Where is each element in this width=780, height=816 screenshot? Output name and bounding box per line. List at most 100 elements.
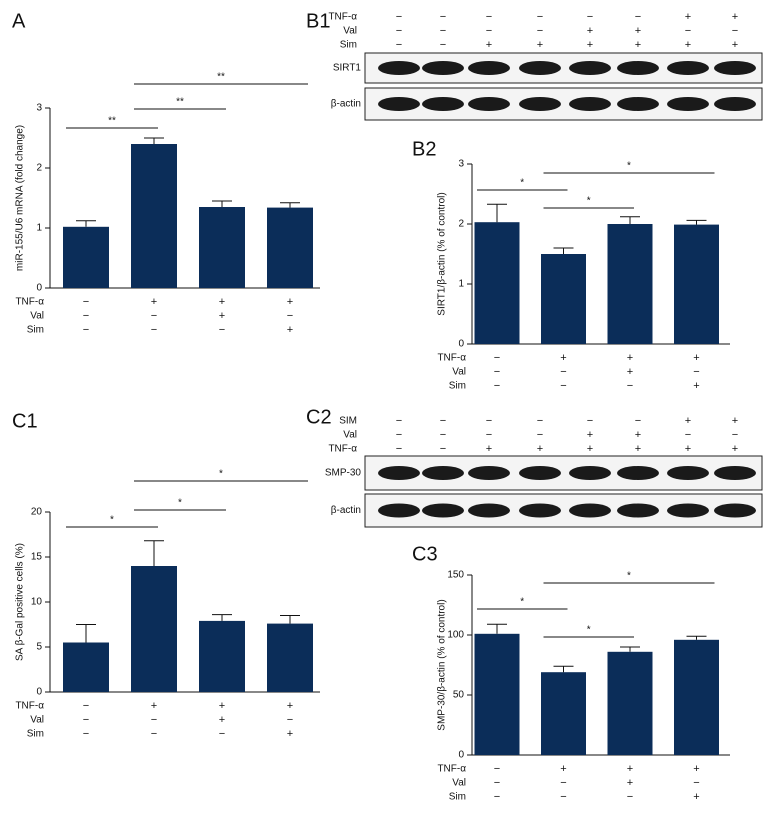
condition-name: Val (452, 367, 466, 378)
error-bar (144, 540, 164, 566)
condition-sign: − (287, 714, 293, 726)
condition-sign: − (486, 11, 492, 23)
condition-sign: + (219, 310, 225, 322)
error-bar (553, 665, 574, 673)
condition-name: TNF-α (15, 297, 44, 308)
blot-band (667, 61, 709, 75)
condition-sign: + (287, 728, 293, 740)
bar (267, 623, 313, 692)
bar (131, 144, 177, 288)
condition-name: Sim (449, 381, 466, 392)
y-tick-label: 50 (453, 690, 465, 701)
condition-sign: − (83, 296, 89, 308)
blot-band (569, 503, 611, 518)
condition-sign: + (685, 443, 691, 455)
condition-sign: − (635, 11, 641, 23)
significance-label: ** (217, 72, 225, 83)
panel-label: A (12, 10, 26, 32)
condition-sign: − (560, 777, 566, 789)
condition-name: Sim (27, 729, 44, 740)
error-bar (280, 615, 300, 624)
condition-sign: − (440, 25, 446, 37)
blot-band (422, 61, 464, 75)
condition-sign: + (287, 324, 293, 336)
bar (267, 207, 313, 288)
bar (63, 642, 109, 692)
condition-sign: + (219, 700, 225, 712)
error-bar (212, 200, 232, 207)
condition-sign: + (587, 429, 593, 441)
condition-sign: − (151, 324, 157, 336)
band-label: SMP-30 (325, 468, 362, 479)
blot-band (519, 61, 561, 75)
condition-name: Val (343, 430, 357, 441)
condition-sign: + (693, 791, 699, 803)
condition-sign: − (685, 25, 691, 37)
y-tick-label: 3 (458, 159, 464, 170)
y-axis-label: SIRT1/β-actin (% of control) (437, 192, 448, 315)
error-bar (280, 202, 300, 208)
y-tick-label: 2 (36, 163, 42, 174)
condition-sign: − (560, 791, 566, 803)
error-bar (487, 203, 507, 223)
condition-sign: − (83, 728, 89, 740)
blot-band (617, 503, 659, 518)
condition-sign: − (560, 366, 566, 378)
blot-band (422, 503, 464, 518)
condition-name: Val (30, 311, 44, 322)
condition-sign: − (486, 429, 492, 441)
condition-sign: − (219, 728, 225, 740)
error-bar (686, 635, 707, 640)
condition-sign: − (494, 763, 500, 775)
bar (607, 651, 653, 755)
bar (674, 639, 719, 755)
condition-sign: + (693, 763, 699, 775)
bar (63, 226, 109, 288)
condition-sign: + (587, 25, 593, 37)
condition-sign: − (486, 415, 492, 427)
condition-sign: − (396, 39, 402, 51)
condition-sign: + (587, 39, 593, 51)
panel-label: C1 (12, 410, 38, 432)
y-tick-label: 3 (36, 103, 42, 114)
condition-name: Val (452, 778, 466, 789)
condition-sign: − (494, 791, 500, 803)
condition-sign: + (587, 443, 593, 455)
condition-sign: − (287, 310, 293, 322)
panel-label: B2 (412, 138, 436, 160)
blot-band (468, 97, 510, 111)
error-bar (487, 623, 507, 634)
panel-label: C2 (306, 406, 332, 428)
blot-band (422, 466, 464, 480)
bar (541, 672, 586, 755)
condition-sign: − (732, 429, 738, 441)
condition-sign: + (693, 380, 699, 392)
condition-sign: − (440, 429, 446, 441)
condition-sign: + (685, 415, 691, 427)
blot-band (378, 97, 420, 111)
condition-sign: − (494, 380, 500, 392)
condition-sign: + (732, 415, 738, 427)
condition-sign: − (440, 415, 446, 427)
condition-sign: + (151, 296, 157, 308)
condition-sign: − (635, 415, 641, 427)
condition-sign: − (440, 443, 446, 455)
condition-sign: − (396, 429, 402, 441)
blot-band (468, 466, 510, 480)
condition-sign: + (732, 39, 738, 51)
condition-sign: + (219, 714, 225, 726)
blot-band (617, 466, 659, 480)
y-tick-label: 2 (458, 219, 464, 230)
significance-label: * (110, 515, 114, 526)
condition-sign: + (635, 39, 641, 51)
condition-sign: + (685, 11, 691, 23)
condition-name: TNF-α (328, 444, 357, 455)
condition-sign: + (151, 700, 157, 712)
condition-sign: + (635, 443, 641, 455)
condition-sign: − (560, 380, 566, 392)
significance-label: * (219, 469, 223, 480)
y-tick-label: 0 (36, 283, 42, 294)
condition-sign: + (287, 296, 293, 308)
blot-band (468, 61, 510, 75)
condition-sign: + (627, 366, 633, 378)
